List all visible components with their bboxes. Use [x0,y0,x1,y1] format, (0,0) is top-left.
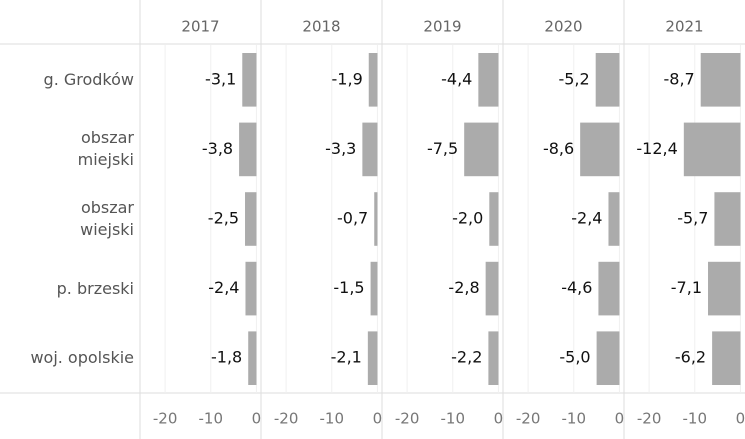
x-tick-label: 0 [736,410,745,428]
bar [714,192,741,246]
value-label: -7,1 [671,278,702,297]
value-label: -2,5 [208,209,239,228]
bar [374,192,378,246]
value-label: -2,1 [331,348,362,367]
value-label: -4,6 [561,278,592,297]
x-tick-label: -20 [395,410,420,428]
bar [245,192,257,246]
value-label: -7,5 [427,139,458,158]
bar [488,331,499,385]
value-label: -0,7 [337,209,368,228]
value-label: -3,8 [202,139,233,158]
value-label: -1,5 [333,278,364,297]
bar [712,331,741,385]
bar [362,122,378,177]
x-tick-label: -10 [199,410,224,428]
x-tick-label: -20 [637,410,662,428]
row-label: g. Grodków [43,69,134,89]
bar [708,261,741,316]
value-label: -2,2 [451,348,482,367]
value-label: -2,4 [571,209,602,228]
value-label: -2,8 [448,278,479,297]
x-tick-label: 0 [373,410,383,428]
bar [464,122,499,177]
value-label: -1,8 [211,348,242,367]
x-tick-label: -10 [441,410,466,428]
x-tick-label: 0 [252,410,262,428]
bar [239,122,257,177]
bar [368,53,378,107]
x-tick-label: -10 [562,410,587,428]
value-label: -8,6 [543,139,574,158]
value-label: -3,3 [325,139,356,158]
bar [580,122,620,177]
x-tick-label: -20 [153,410,178,428]
value-label: -8,7 [663,69,694,88]
panel-header: 2017 [181,18,219,36]
bar [598,261,620,316]
row-label: woj. opolskie [30,348,134,368]
value-label: -12,4 [636,139,677,158]
value-label: -3,1 [205,69,236,88]
value-label: -2,0 [452,209,483,228]
row-label: p. brzeski [56,278,134,298]
bar [478,53,499,107]
value-label: -1,9 [332,69,363,88]
panel-header: 2018 [302,18,340,36]
bar [485,261,499,316]
x-tick-label: 0 [494,410,504,428]
value-label: -5,2 [558,69,589,88]
bar [596,331,620,385]
bar [245,261,257,316]
bar [242,53,257,107]
value-label: -6,2 [675,348,706,367]
panel-header: 2021 [665,18,703,36]
bar [608,192,620,246]
x-tick-label: -10 [683,410,708,428]
panel-header: 2019 [423,18,461,36]
value-label: -4,4 [441,69,472,88]
bar [367,331,378,385]
bar [683,122,741,177]
bar [700,53,741,107]
panel-header: 2020 [544,18,582,36]
x-tick-label: -10 [320,410,345,428]
x-tick-label: 0 [615,410,625,428]
x-tick-label: -20 [274,410,299,428]
value-label: -5,0 [559,348,590,367]
row-label: obszar wiejski [80,198,134,239]
bar [248,331,257,385]
bar [489,192,499,246]
x-tick-label: -20 [516,410,541,428]
row-label: obszar miejski [77,128,134,170]
value-label: -2,4 [208,278,239,297]
bar [370,261,378,316]
bar [595,53,620,107]
value-label: -5,7 [677,209,708,228]
